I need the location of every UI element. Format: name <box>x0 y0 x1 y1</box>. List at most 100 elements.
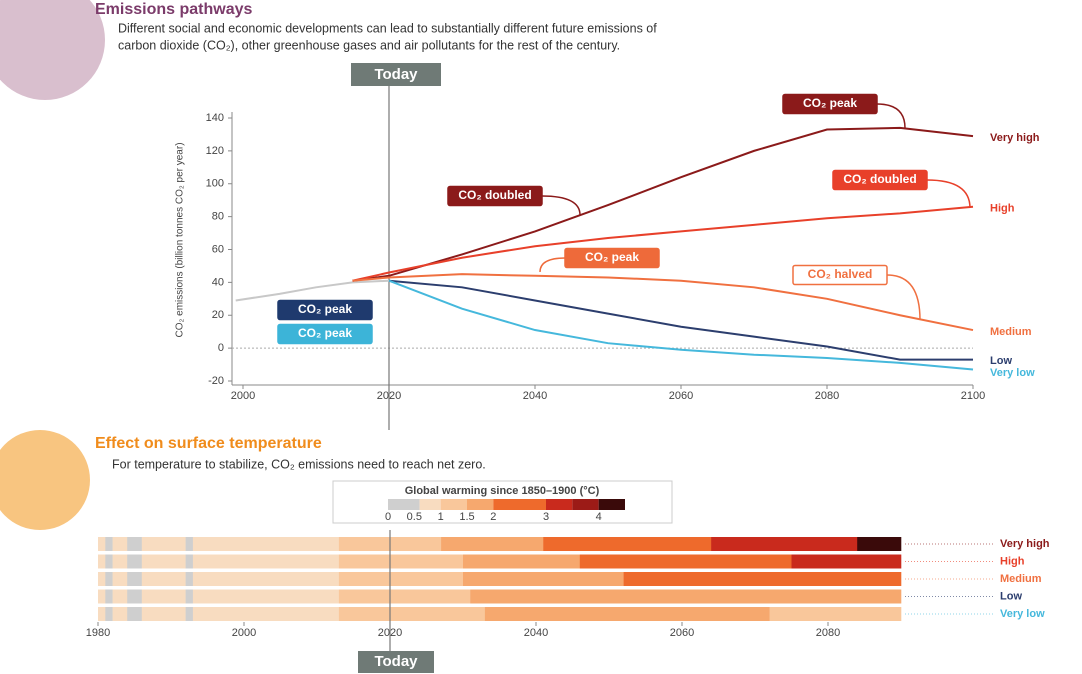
colorbar-cell <box>440 499 467 510</box>
stripe <box>338 554 464 569</box>
stripe <box>185 537 194 551</box>
stripe <box>105 572 113 586</box>
stripe <box>463 572 624 586</box>
series-label: Very low <box>990 367 1035 379</box>
colorbar-cell <box>467 499 494 510</box>
colorbar-tick-label: 1.5 <box>459 511 474 523</box>
annotation-text: CO₂ halved <box>808 267 873 281</box>
annotation-connector <box>876 103 906 129</box>
series-line <box>388 279 973 361</box>
stripe <box>338 572 464 586</box>
x-tick-label: 2080 <box>816 627 840 639</box>
annotation-text: CO₂ doubled <box>843 172 916 186</box>
stripe <box>112 589 128 604</box>
globe-decoration <box>0 430 90 530</box>
stripe <box>141 607 186 621</box>
section-title: Emissions pathways <box>95 1 252 18</box>
y-tick-label: 60 <box>212 243 224 255</box>
series-label: High <box>990 203 1015 215</box>
x-tick-label: 1980 <box>86 627 110 639</box>
colorbar-cell <box>572 499 599 510</box>
colorbar-tick-label: 2 <box>490 511 496 523</box>
annotation-box <box>564 247 660 269</box>
stripe <box>769 607 902 621</box>
stripe <box>185 589 194 604</box>
series-line <box>352 126 974 282</box>
annotation-box <box>792 264 888 286</box>
stripe <box>141 554 186 569</box>
annotation-text: CO₂ peak <box>298 302 352 316</box>
annotation-box <box>832 169 928 191</box>
y-tick-label: 40 <box>212 276 224 288</box>
stripe <box>112 554 128 569</box>
stripe <box>105 607 113 621</box>
stripe <box>192 537 340 551</box>
section-title: Effect on surface temperature <box>95 435 322 452</box>
stripe <box>185 572 194 586</box>
row-label: Low <box>1000 590 1022 602</box>
annotation-connector <box>926 179 971 209</box>
series-label: Low <box>990 355 1012 367</box>
x-tick-label: 2000 <box>232 627 256 639</box>
stripe <box>141 572 186 586</box>
y-axis-label: CO₂ emissions (billion tonnes CO₂ per ye… <box>175 142 186 337</box>
stripe <box>463 554 581 569</box>
stripe <box>192 589 340 604</box>
annotation-box <box>782 93 878 115</box>
row-label: Very high <box>1000 538 1050 550</box>
stripe <box>127 607 143 621</box>
colorbar-tick-label: 0.5 <box>407 511 422 523</box>
x-tick-label: 2100 <box>961 390 985 402</box>
stripe <box>441 537 544 551</box>
y-tick-label: 140 <box>206 112 224 124</box>
x-tick-label: 2040 <box>523 390 547 402</box>
stripe <box>141 537 186 551</box>
stripe <box>857 537 902 551</box>
stripe <box>470 589 902 604</box>
stripe <box>98 607 106 621</box>
stripe <box>791 554 902 569</box>
annotation-text: CO₂ doubled <box>458 188 531 202</box>
y-tick-label: 0 <box>218 342 224 354</box>
stripe <box>127 589 143 604</box>
colorbar-cell <box>419 499 441 510</box>
stripe <box>338 607 486 621</box>
y-tick-label: -20 <box>208 375 224 387</box>
stripe <box>579 554 792 569</box>
stripe <box>98 589 106 604</box>
annotation-connector <box>886 274 921 321</box>
stripe <box>98 537 106 551</box>
colorbar-cell <box>493 499 546 510</box>
colorbar-tick-label: 0 <box>385 511 391 523</box>
stripe <box>98 572 106 586</box>
annotation-box <box>277 299 373 321</box>
stripe <box>192 572 340 586</box>
stripe <box>484 607 770 621</box>
colorbar-cell <box>598 499 625 510</box>
colorbar-tick-label: 3 <box>543 511 549 523</box>
today-box <box>358 651 434 673</box>
x-tick-label: 2060 <box>669 390 693 402</box>
annotation-box <box>277 323 373 345</box>
stripe <box>127 537 143 551</box>
stripe <box>185 607 194 621</box>
series-line <box>352 205 974 282</box>
stripe <box>192 607 340 621</box>
stripe <box>112 537 128 551</box>
subtitle: carbon dioxide (CO₂), other greenhouse g… <box>118 38 620 52</box>
stripe <box>112 607 128 621</box>
stripe <box>105 554 113 569</box>
annotation-text: CO₂ peak <box>585 250 639 264</box>
colorbar-cell <box>388 499 420 510</box>
stripe <box>338 589 471 604</box>
x-tick-label: 2040 <box>524 627 548 639</box>
annotation-box <box>447 185 543 207</box>
series-label: Medium <box>990 326 1032 338</box>
stripe <box>127 572 143 586</box>
series-label: Very high <box>990 132 1040 144</box>
y-tick-label: 120 <box>206 145 224 157</box>
stripe <box>711 537 858 551</box>
globe-decoration <box>0 0 105 100</box>
stripe <box>105 589 113 604</box>
annotation-connector <box>539 257 566 273</box>
